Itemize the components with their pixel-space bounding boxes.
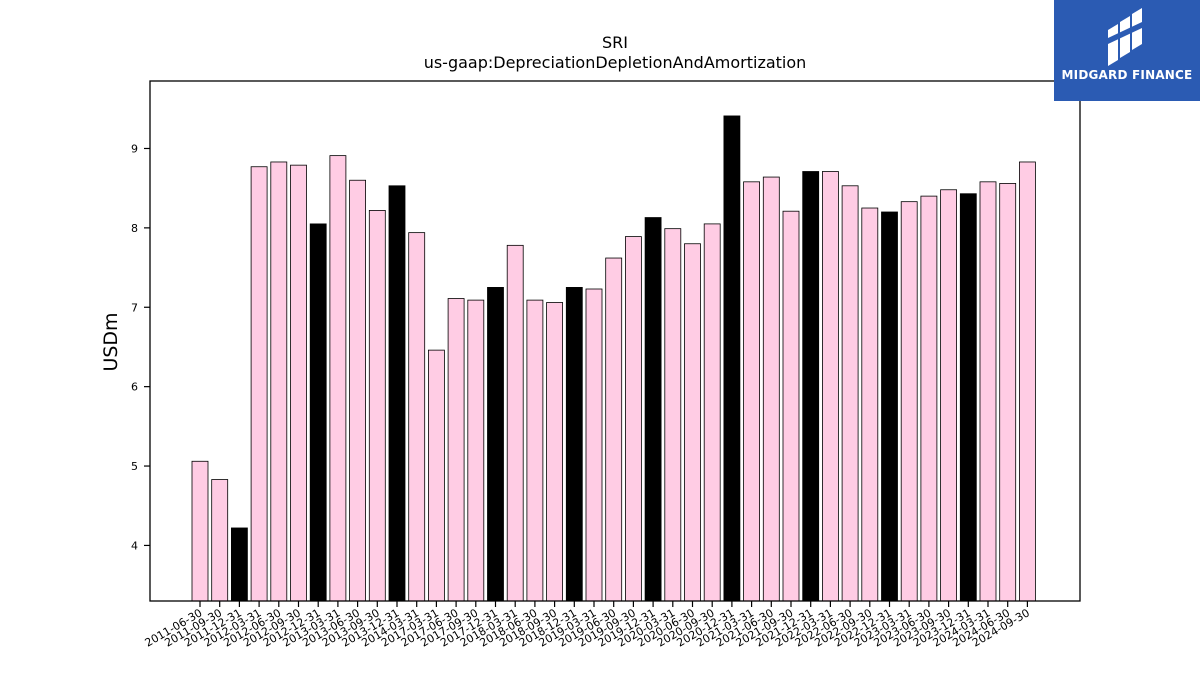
brand-name: MIDGARD FINANCE bbox=[1061, 68, 1193, 82]
bar-2020-03-31 bbox=[664, 228, 682, 602]
bar-2018-09-30 bbox=[546, 302, 563, 602]
bar-2019-06-30 bbox=[605, 257, 623, 602]
chart-title: SRI bbox=[602, 33, 628, 52]
bar-2021-09-30 bbox=[782, 210, 800, 602]
y-tick-label: 4 bbox=[131, 539, 138, 552]
plot-frame bbox=[149, 80, 1081, 602]
bar-2018-06-30 bbox=[526, 299, 544, 602]
y-tick-label: 5 bbox=[131, 460, 138, 473]
midgard-logo-icon bbox=[1108, 8, 1142, 66]
bar-2018-12-31 bbox=[565, 287, 583, 602]
bar-2019-12-31 bbox=[644, 217, 662, 602]
bar-2011-06-30 bbox=[191, 460, 209, 602]
y-tick-label: 6 bbox=[131, 381, 138, 394]
bar-2011-09-30 bbox=[211, 479, 229, 602]
bar-2023-09-30 bbox=[940, 189, 957, 602]
bar-2021-12-31 bbox=[802, 171, 820, 602]
bar-2017-09-30 bbox=[467, 299, 485, 602]
bar-2023-03-31 bbox=[900, 201, 918, 602]
bar-2013-12-31 bbox=[388, 185, 406, 602]
bar-2021-03-31 bbox=[743, 181, 760, 602]
brand-logo: MIDGARD FINANCE bbox=[1054, 0, 1200, 101]
bar-2023-06-30 bbox=[920, 195, 938, 602]
y-tick-label: 7 bbox=[131, 301, 138, 314]
bar-2018-03-31 bbox=[506, 244, 524, 602]
bar-2017-06-30 bbox=[447, 298, 465, 602]
y-tick-label: 8 bbox=[131, 222, 138, 235]
bar-2020-09-30 bbox=[703, 223, 721, 602]
y-tick-label: 9 bbox=[131, 142, 138, 155]
bar-2019-09-30 bbox=[625, 236, 642, 602]
bar-2024-09-30 bbox=[1019, 161, 1036, 602]
bar-2017-03-31 bbox=[427, 349, 445, 602]
bar-2023-12-31 bbox=[959, 193, 977, 602]
bar-2012-12-31 bbox=[309, 223, 327, 602]
chart-subtitle: us-gaap:DepreciationDepletionAndAmortiza… bbox=[424, 53, 807, 72]
bar-2012-03-31 bbox=[250, 166, 268, 602]
bar-2014-03-31 bbox=[408, 232, 426, 602]
bar-2013-03-31 bbox=[329, 155, 347, 602]
bar-2012-09-30 bbox=[290, 164, 307, 602]
bar-2022-06-30 bbox=[841, 185, 859, 602]
bar-2021-06-30 bbox=[762, 176, 780, 602]
bar-2022-12-31 bbox=[881, 211, 898, 602]
bar-2024-03-31 bbox=[979, 181, 997, 602]
bar-2022-09-30 bbox=[861, 207, 879, 602]
bar-2019-03-31 bbox=[585, 288, 603, 602]
y-axis: 4 5 6 7 8 9 bbox=[131, 142, 150, 552]
bar-2013-09-30 bbox=[368, 210, 386, 602]
bar-2024-06-30 bbox=[999, 183, 1017, 602]
x-axis: 2011-06-302011-09-302011-12-312012-03-31… bbox=[143, 601, 1032, 650]
bar-2017-12-31 bbox=[487, 287, 504, 602]
bar-2012-06-30 bbox=[270, 161, 288, 602]
bar-series bbox=[191, 115, 1036, 602]
bar-2022-03-31 bbox=[822, 171, 839, 602]
bar-2013-06-30 bbox=[349, 179, 367, 602]
y-axis-label: USDm bbox=[100, 312, 122, 371]
bar-2020-12-31 bbox=[723, 115, 741, 602]
bar-2011-12-31 bbox=[230, 527, 248, 602]
bar-2020-06-30 bbox=[684, 243, 701, 602]
